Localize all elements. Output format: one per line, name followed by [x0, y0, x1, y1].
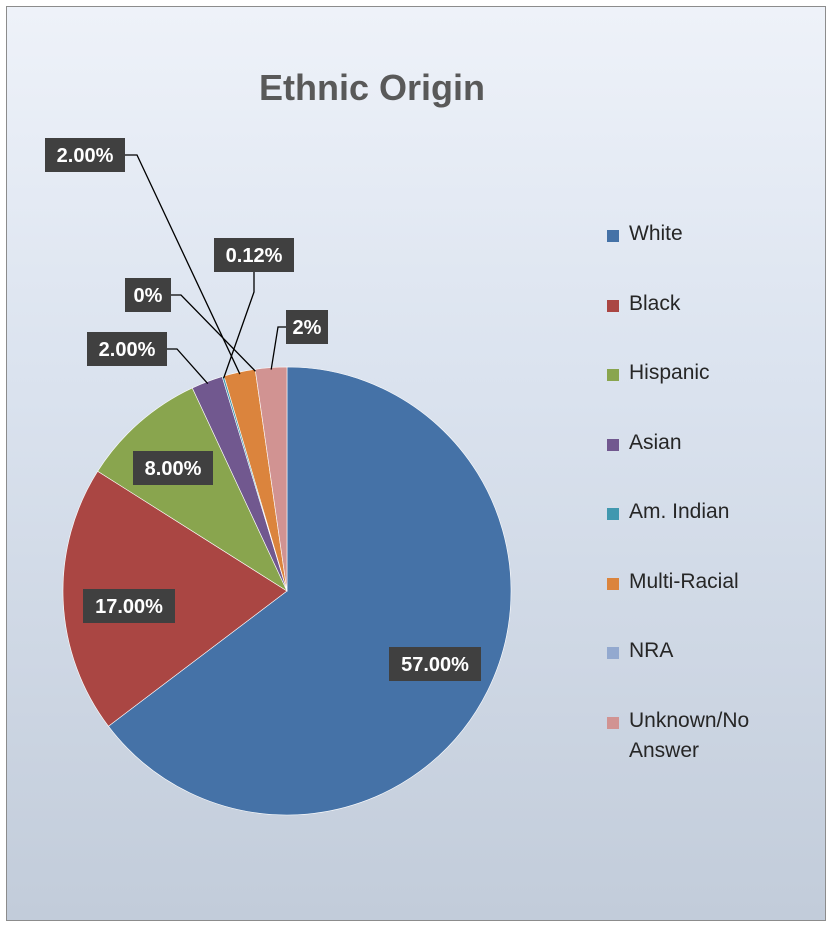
- data-label-multi-racial: 2.00%: [57, 145, 114, 167]
- data-label-box-multi-racial: [45, 138, 125, 172]
- legend-swatch: [607, 647, 619, 659]
- leader-line-nra: [171, 294, 256, 372]
- data-label-am-indian: 0.12%: [226, 245, 283, 267]
- legend-label: Black: [629, 291, 681, 315]
- data-label-unknown-no-answer: 2%: [293, 317, 322, 339]
- chart-title: Ethnic Origin: [258, 67, 485, 108]
- data-label-box-am-indian: [214, 238, 294, 272]
- legend-swatch: [607, 716, 619, 729]
- data-label-box-asian: [87, 332, 167, 366]
- pie-chart: 57.00% 17.00% 8.00% 2.00% 0.12% 2.00% 0% 2%: [45, 138, 512, 816]
- legend-swatch: [607, 230, 619, 242]
- legend-swatch: [607, 508, 619, 520]
- legend-label: White: [629, 222, 683, 245]
- chart-area: Ethnic Origin 57.00% 17.00% 8.00% 2.00% 0.12…: [6, 6, 826, 921]
- data-label-hispanic: 8.00%: [145, 458, 202, 480]
- data-label-black: 17.00%: [95, 596, 163, 618]
- data-label-box-white: [389, 647, 481, 681]
- pie-slice-hispanic: [97, 387, 288, 592]
- leader-line-multi-racial: [125, 154, 241, 375]
- legend-label: Hispanic: [629, 361, 710, 384]
- leader-line-unknown-no-answer: [270, 326, 286, 370]
- legend-label: Asian: [629, 430, 682, 454]
- legend-item-asian: Asian: [607, 428, 807, 498]
- legend-item-am-indian: Am. Indian: [607, 497, 807, 567]
- legend-item-unknown-no-answer: Unknown/No Answer: [607, 706, 807, 776]
- pie-slice-black: [62, 470, 288, 727]
- data-label-nra: 0%: [134, 285, 163, 307]
- data-label-box-hispanic: [133, 451, 213, 485]
- legend-label: NRA: [629, 639, 674, 662]
- legend-label: Am. Indian: [629, 500, 730, 523]
- data-label-white: 57.00%: [401, 654, 469, 676]
- data-label-box-black: [83, 589, 175, 623]
- legend-item-black: Black: [607, 289, 807, 359]
- pie-slice-white: [108, 366, 512, 816]
- legend-label: Unknown/No Answer: [629, 708, 750, 762]
- leader-line-am-indian: [223, 272, 255, 379]
- data-label-box-nra: [125, 278, 171, 312]
- data-label-box-unknown-no-answer: [286, 310, 328, 344]
- legend-label: Multi-Racial: [629, 569, 739, 593]
- legend-swatch: [607, 299, 619, 312]
- legend-item-white: White: [607, 219, 807, 289]
- legend-swatch: [607, 577, 619, 590]
- legend-item-nra: NRA: [607, 636, 807, 706]
- legend-swatch: [607, 369, 619, 381]
- legend-swatch: [607, 438, 619, 451]
- legend-item-hispanic: Hispanic: [607, 358, 807, 428]
- data-label-asian: 2.00%: [99, 339, 156, 361]
- legend-item-multi-racial: Multi-Racial: [607, 567, 807, 637]
- leader-line-asian: [167, 348, 209, 385]
- legend: White Black Hispanic Asian Am. Indian Multi-R…: [607, 219, 807, 775]
